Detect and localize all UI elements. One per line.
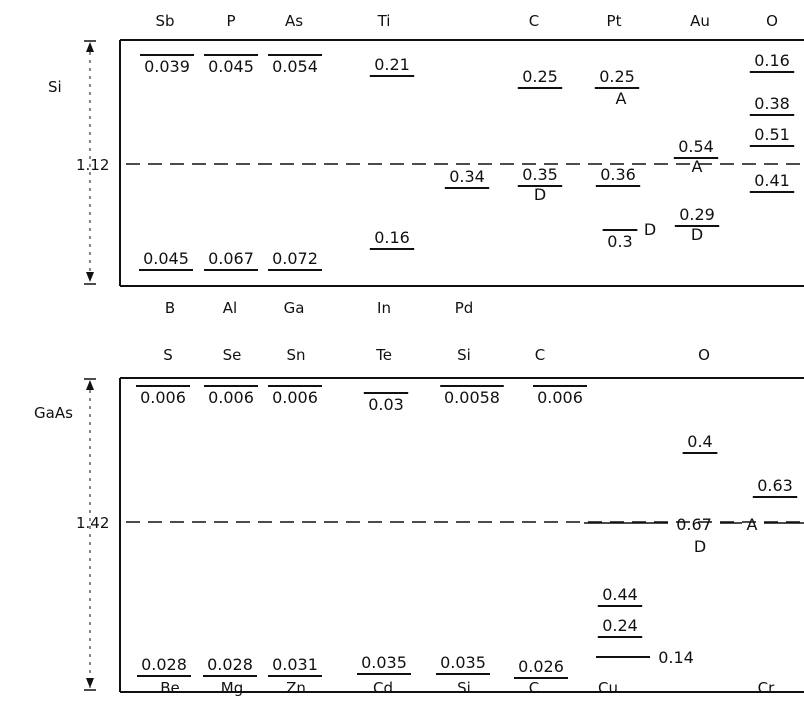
si-top-element-label: Ti xyxy=(377,12,391,30)
si-level-label: 0.29 xyxy=(679,205,715,224)
si-level-label: 0.35 xyxy=(522,165,558,184)
si-level-label: 0.34 xyxy=(449,167,485,186)
si-top-element-label: Sb xyxy=(155,12,174,30)
gaas-level-label: 0.67 xyxy=(676,515,712,534)
si-bottom-element-label: Ga xyxy=(284,299,305,317)
gaas-level-label: 0.006 xyxy=(537,388,583,407)
gaas-top-element-label: Si xyxy=(457,346,471,364)
gaas-level-label: 0.4 xyxy=(687,432,712,451)
si-level-label: D xyxy=(644,220,656,239)
gaas-level-label: 0.14 xyxy=(658,648,694,667)
gaas-level-label: 0.44 xyxy=(602,585,638,604)
si-bottom-element-label: Al xyxy=(223,299,237,317)
si-bottom-element-label: B xyxy=(165,299,175,317)
gaas-level-label: 0.028 xyxy=(141,655,187,674)
connector-lines xyxy=(584,522,804,658)
gaas-level-label: 0.031 xyxy=(272,655,318,674)
gaas-level-label: 0.006 xyxy=(140,388,186,407)
si-gap-arrow-down-icon xyxy=(86,272,94,282)
si-level-label: 0.16 xyxy=(754,51,790,70)
gaas-top-element-label: C xyxy=(535,346,545,364)
si-level-label: 0.36 xyxy=(600,165,636,184)
si-level-label: 0.054 xyxy=(272,57,318,76)
element-labels: Sb P As Ti C Pt Au O B Al Ga In Pd S Se Sn Te Si C O Be Mg Zn C… xyxy=(155,12,777,697)
gaas-bottom-element-label: Cr xyxy=(758,679,775,697)
gaas-material-label: GaAs xyxy=(34,404,73,422)
gaas-bottom-element-label: Zn xyxy=(286,679,306,697)
si-bottom-element-label: In xyxy=(377,299,391,317)
gaas-top-element-label: Te xyxy=(375,346,392,364)
si-material-label: Si xyxy=(48,78,62,96)
gaas-level-label: 0.63 xyxy=(757,476,793,495)
gaas-level-label: 0.035 xyxy=(440,653,486,672)
gaas-gap-value: 1.42 xyxy=(76,514,109,532)
si-top-element-label: O xyxy=(766,12,778,30)
si-level-label: 0.38 xyxy=(754,94,790,113)
si-gap-value: 1.12 xyxy=(76,156,109,174)
si-top-element-label: C xyxy=(529,12,539,30)
gaas-level-label: 0.026 xyxy=(518,657,564,676)
gaas-gap-arrow-down-icon xyxy=(86,678,94,688)
gaas-level-label: A xyxy=(747,515,758,534)
gaas-level-label: 0.03 xyxy=(368,395,404,414)
si-level-label: 0.25 xyxy=(599,67,635,86)
si-level-label: 0.045 xyxy=(143,249,189,268)
gaas-bottom-element-label: C xyxy=(529,679,539,697)
gaas-level-label: 0.035 xyxy=(361,653,407,672)
si-level-label: 0.3 xyxy=(607,232,632,251)
gaas-level-label: 0.006 xyxy=(208,388,254,407)
si-top-element-label: As xyxy=(285,12,303,30)
si-level-label: 0.54 xyxy=(678,137,714,156)
si-level-label: D xyxy=(691,225,703,244)
si-top-element-label: Au xyxy=(690,12,710,30)
si-level-label: A xyxy=(692,157,703,176)
si-bottom-element-label: Pd xyxy=(455,299,474,317)
si-gap-arrow-up-icon xyxy=(86,42,94,52)
gaas-level-label: D xyxy=(694,537,706,556)
si-level-label: 0.039 xyxy=(144,57,190,76)
si-level-label: 0.21 xyxy=(374,55,410,74)
si-panel: Si 1.12 xyxy=(48,39,804,287)
gaas-top-element-label: Sn xyxy=(286,346,305,364)
gaas-bottom-element-label: Si xyxy=(457,679,471,697)
gaas-bottom-element-label: Be xyxy=(160,679,180,697)
si-level-label: 0.25 xyxy=(522,67,558,86)
gaas-top-element-label: O xyxy=(698,346,710,364)
gaas-level-label: 0.028 xyxy=(207,655,253,674)
gaas-panel: GaAs 1.42 xyxy=(34,377,804,693)
gaas-top-element-label: Se xyxy=(223,346,242,364)
gaas-top-element-label: S xyxy=(163,346,173,364)
si-level-label: 0.067 xyxy=(208,249,254,268)
si-level-label: 0.41 xyxy=(754,171,790,190)
si-level-label: 0.072 xyxy=(272,249,318,268)
si-top-element-label: Pt xyxy=(607,12,622,30)
si-top-element-label: P xyxy=(226,12,235,30)
gaas-bottom-element-label: Cu xyxy=(598,679,618,697)
energy-levels: 0.039 0.045 0.054 0.21 0.25 0.25 A 0.16 0.38 0.51… xyxy=(136,51,798,679)
si-level-label: 0.51 xyxy=(754,125,790,144)
si-level-label: 0.045 xyxy=(208,57,254,76)
gaas-bottom-element-label: Cd xyxy=(373,679,393,697)
gaas-level-label: 0.006 xyxy=(272,388,318,407)
si-level-label: 0.16 xyxy=(374,228,410,247)
gaas-level-label: 0.24 xyxy=(602,616,638,635)
si-level-label: D xyxy=(534,185,546,204)
gaas-bottom-element-label: Mg xyxy=(221,679,243,697)
gaas-gap-arrow-up-icon xyxy=(86,380,94,390)
si-level-label: A xyxy=(616,89,627,108)
gaas-level-label: 0.0058 xyxy=(444,388,500,407)
